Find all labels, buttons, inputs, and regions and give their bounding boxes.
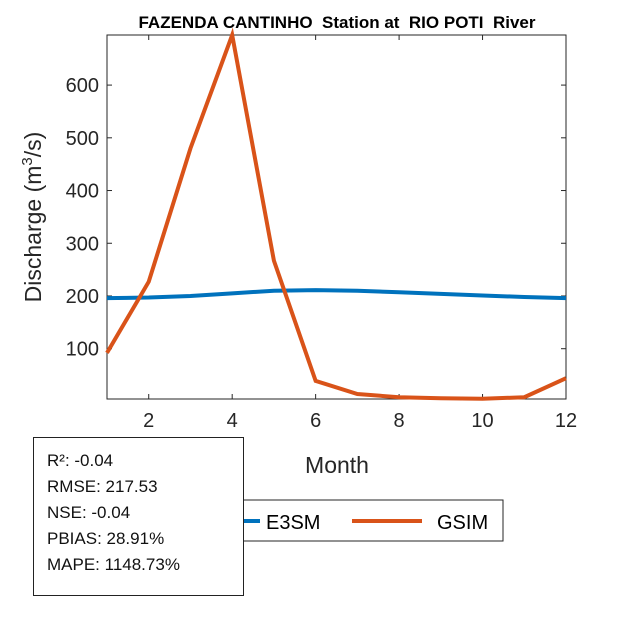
x-tick-label: 8: [394, 410, 405, 432]
plot-area: [106, 34, 567, 400]
legend-label-gsim: GSIM: [437, 512, 488, 534]
stat-nse: NSE: -0.04: [47, 503, 131, 522]
x-tick-label: 10: [471, 410, 493, 432]
y-tick-label: 600: [66, 75, 99, 97]
x-tick-label: 2: [143, 410, 154, 432]
y-tick-label: 300: [66, 233, 99, 255]
y-tick-label: 200: [66, 286, 99, 308]
x-tick-label: 6: [310, 410, 321, 432]
series-line-gsim: [105, 27, 567, 401]
series-line-e3sm: [106, 288, 567, 301]
y-tick-label: 500: [66, 128, 99, 150]
stat-rmse: RMSE: 217.53: [47, 477, 158, 496]
y-tick-label: 100: [66, 339, 99, 361]
chart-title: FAZENDA CANTINHO Station at RIO POTI Riv…: [138, 13, 535, 32]
x-axis-label: Month: [305, 452, 369, 478]
stat-pbias: PBIAS: 28.91%: [47, 529, 165, 548]
y-tick-label: 400: [66, 181, 99, 203]
legend[interactable]: E3SM GSIM: [199, 499, 504, 542]
stats-box: R²: -0.04 RMSE: 217.53 NSE: -0.04 PBIAS:…: [33, 437, 244, 596]
x-tick-label: 4: [227, 410, 238, 432]
y-axis-label: Discharge (m3/s): [19, 132, 46, 303]
x-tick-label: 12: [555, 410, 577, 432]
stat-mape: MAPE: 1148.73%: [47, 555, 180, 574]
stat-r2: R²: -0.04: [47, 451, 114, 470]
legend-label-e3sm: E3SM: [266, 512, 320, 534]
